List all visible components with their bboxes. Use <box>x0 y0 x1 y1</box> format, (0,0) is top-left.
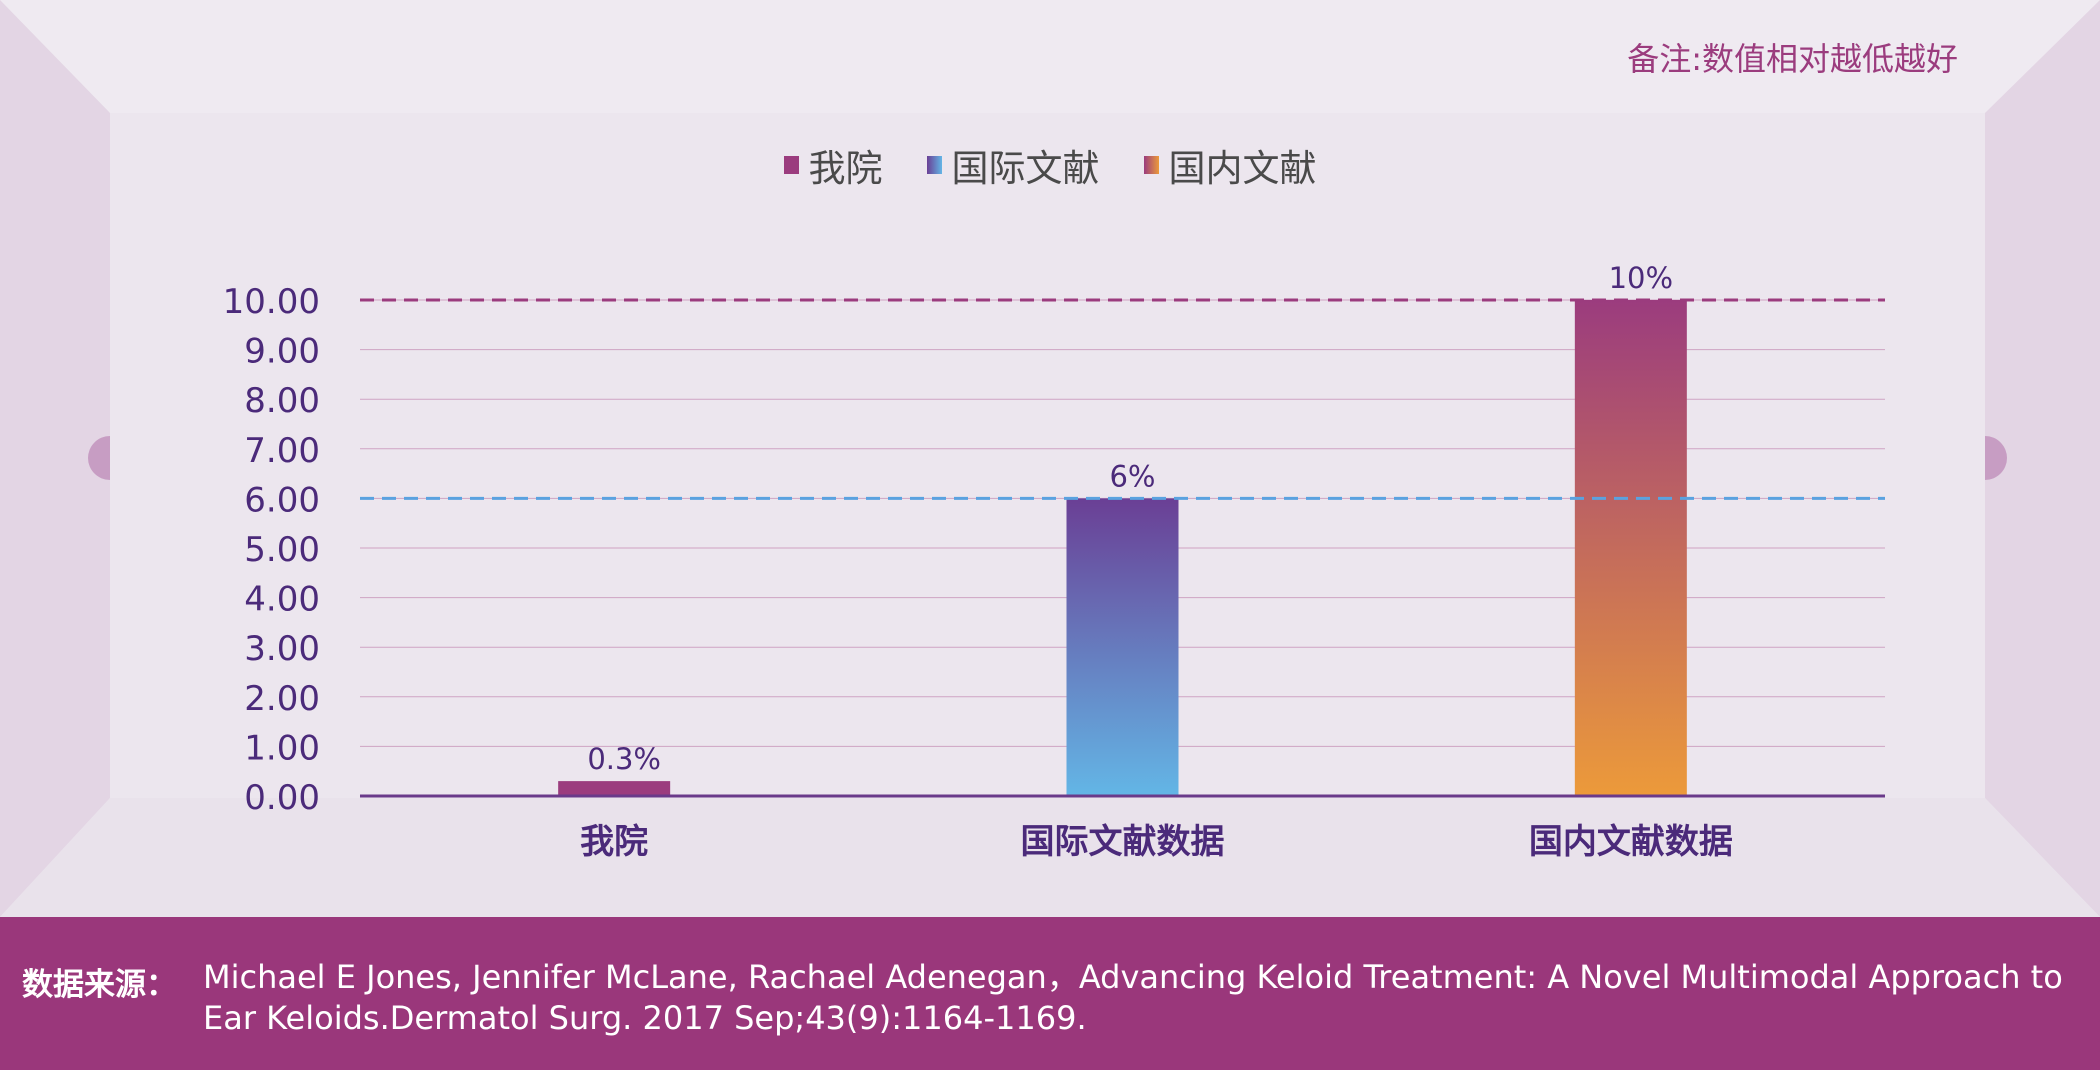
y-tick-label: 7.00 <box>244 431 320 471</box>
legend-label-ours: 我院 <box>808 147 883 190</box>
y-tick-label: 0.00 <box>244 778 320 818</box>
y-tick-label: 6.00 <box>244 480 320 520</box>
y-tick-label: 10.00 <box>223 282 320 322</box>
legend-label-international: 国际文献 <box>951 147 1100 190</box>
y-tick-label: 9.00 <box>244 332 320 372</box>
bar <box>1066 498 1179 796</box>
y-tick-label: 8.00 <box>244 381 320 421</box>
y-tick-label: 3.00 <box>244 629 320 669</box>
frame-right-panel <box>1985 0 2100 917</box>
y-tick-label: 4.00 <box>244 580 320 620</box>
y-tick-label: 2.00 <box>244 679 320 719</box>
legend: 我院 国际文献 国内文献 <box>0 138 2100 192</box>
y-tick-label: 5.00 <box>244 530 320 570</box>
x-category-label: 国际文献数据 <box>1021 822 1225 862</box>
bar <box>558 781 671 796</box>
legend-item-domestic: 国内文献 <box>1143 138 1317 192</box>
frame-top-panel <box>0 0 2100 113</box>
legend-swatch-international <box>926 156 942 174</box>
legend-item-ours: 我院 <box>783 138 883 192</box>
right-tab <box>1985 436 2007 480</box>
source-label: 数据来源： <box>22 967 177 1003</box>
left-tab <box>88 436 110 480</box>
y-tick-label: 1.00 <box>244 728 320 768</box>
bar-value-label: 10% <box>1609 261 1673 295</box>
bar-value-label: 0.3% <box>587 742 661 776</box>
bar-value-label: 6% <box>1109 459 1155 493</box>
x-category-label: 国内文献数据 <box>1529 822 1733 862</box>
frame-bottom-panel <box>0 798 2100 917</box>
legend-item-international: 国际文献 <box>926 138 1100 192</box>
source-footer: 数据来源： Michael E Jones, Jennifer McLane, … <box>0 917 2100 1070</box>
legend-label-domestic: 国内文献 <box>1168 147 1317 190</box>
bar <box>1574 300 1687 796</box>
note-text: 备注:数值相对越低越好 <box>1627 40 1958 78</box>
legend-swatch-ours <box>783 156 799 174</box>
frame-left-panel <box>0 0 110 917</box>
source-citation: Michael E Jones, Jennifer McLane, Rachae… <box>203 958 2063 1037</box>
legend-swatch-domestic <box>1143 156 1159 174</box>
x-category-label: 我院 <box>580 822 648 862</box>
